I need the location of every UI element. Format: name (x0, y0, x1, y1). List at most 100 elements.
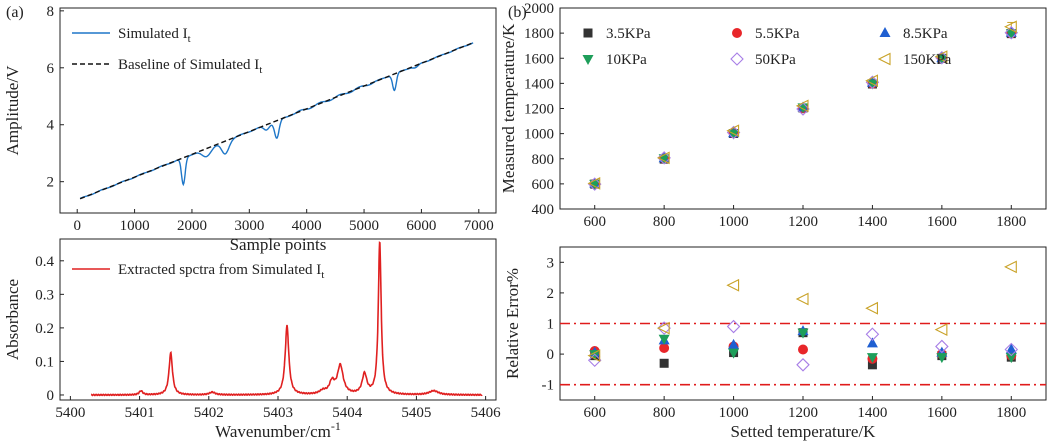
y-tick-label: 0 (547, 347, 555, 363)
point-10KPa (1005, 29, 1017, 40)
baseline-line (79, 42, 474, 200)
point-150KPa (1004, 260, 1017, 274)
y-tick-label: 8 (47, 4, 55, 20)
x-tick-label: 5404 (332, 405, 363, 421)
y-tick-label: 1 (547, 317, 555, 333)
point-150KPa (587, 349, 601, 363)
point-3.5KPa (867, 360, 877, 370)
y-tick-label: 0.4 (35, 254, 54, 270)
x-tick-label: 1000 (719, 214, 749, 230)
x-tick-label: 6000 (406, 218, 436, 234)
signal-chart: 0 1000 2000 3000 4000 5000 6000 7000 2 4 6 8 Amplitu… (3, 4, 497, 254)
legend-label-150KPa: 150KPa (903, 52, 952, 68)
point-150KPa (865, 301, 878, 315)
y-tick-label: 0.3 (35, 287, 54, 303)
point-8.5KPa (728, 338, 740, 349)
y-tick-label: 2 (547, 286, 555, 302)
y-tick-label: 2 (47, 175, 55, 191)
point-10KPa (797, 328, 809, 339)
y-tick-label: 800 (532, 152, 555, 168)
x-tick-label: 2000 (177, 218, 207, 234)
point-10KPa (936, 353, 948, 364)
y-tick-label: 0.2 (35, 321, 54, 337)
x-tick-label: 800 (653, 405, 676, 421)
legend-label-50KPa: 50KPa (755, 52, 796, 68)
point-10KPa (866, 353, 878, 364)
y-tick-label: 0 (47, 388, 55, 404)
y-tick-label: 6 (47, 61, 55, 77)
x-tick-label: 1000 (719, 405, 749, 421)
point-150KPa (795, 292, 809, 306)
point-50KPa (1004, 25, 1019, 40)
x-tick-label: 5405 (401, 405, 431, 421)
y-axis-label: Measured temperature/K (499, 23, 518, 193)
legend-label-8.5KPa: 8.5KPa (903, 26, 948, 42)
legend-label-3.5KPa: 3.5KPa (606, 26, 651, 42)
point-50KPa (726, 319, 741, 334)
point-150KPa (934, 50, 948, 64)
point-150KPa (726, 278, 740, 292)
legend-simulated-label: Simulated It (118, 26, 191, 45)
point-10KPa (728, 348, 740, 359)
point-10KPa (589, 350, 601, 361)
point-50KPa (657, 321, 671, 335)
legend-marker-10KPa (582, 55, 594, 65)
point-10KPa (589, 179, 601, 190)
point-50KPa (796, 358, 810, 372)
relative-error-chart: 600 800 1000 1200 1400 1600 1800 -1 0 1 2 3 Relative… (503, 246, 1047, 441)
x-tick-label: 0 (73, 218, 81, 234)
absorbance-line (90, 241, 483, 397)
x-tick-label: 600 (583, 214, 606, 230)
x-tick-label: 1600 (927, 405, 957, 421)
point-150KPa (587, 176, 601, 190)
x-tick-label: 1200 (788, 405, 818, 421)
point-150KPa (726, 124, 740, 138)
x-tick-label: 5403 (263, 405, 293, 421)
legend-baseline-label: Baseline of Simulated It (118, 57, 262, 76)
y-axis-label: Amplitude/V (3, 65, 22, 155)
x-axis-label: Wavenumber/cm-1 (215, 419, 341, 441)
x-tick-label: 7000 (464, 218, 494, 234)
y-tick-label: 1200 (524, 102, 554, 118)
y-tick-label: 3 (547, 255, 555, 271)
y-tick-label: 600 (532, 177, 555, 193)
point-50KPa (587, 353, 602, 367)
x-tick-label: 800 (653, 214, 676, 230)
point-50KPa (657, 151, 671, 165)
legend-extracted-label: Extracted spctra from Simulated It (118, 262, 324, 281)
x-tick-label: 3000 (234, 218, 264, 234)
legend-marker-150KPa (877, 52, 891, 66)
point-50KPa (1004, 342, 1019, 357)
plot-frame (59, 7, 497, 214)
x-tick-label: 5402 (194, 405, 224, 421)
y-tick-label: -1 (542, 378, 555, 394)
x-tick-label: 4000 (292, 218, 322, 234)
x-tick-label: 1800 (996, 405, 1026, 421)
x-axis-label: Sample points (230, 235, 327, 254)
legend-label-10KPa: 10KPa (606, 52, 647, 68)
y-tick-label: 1400 (524, 76, 554, 92)
point-3.5KPa (659, 358, 669, 368)
point-10KPa (658, 334, 670, 345)
point-5.5KPa (798, 344, 808, 355)
point-150KPa (656, 321, 670, 335)
y-tick-label: 2000 (524, 1, 554, 17)
point-150KPa (1004, 20, 1017, 34)
x-tick-label: 1800 (996, 214, 1026, 230)
x-tick-label: 5400 (55, 405, 85, 421)
x-tick-label: 1000 (120, 218, 150, 234)
legend-label-5.5KPa: 5.5KPa (755, 26, 800, 42)
point-50KPa (935, 339, 949, 354)
y-axis-label: Relative Error% (503, 268, 522, 379)
x-tick-label: 1400 (857, 405, 887, 421)
measured-temperature-chart: 600 800 1000 1200 1400 1600 1800 400 600 800 1000 1… (499, 1, 1047, 230)
legend-marker-8.5KPa (879, 27, 891, 37)
point-50KPa (865, 327, 880, 341)
x-tick-label: 5000 (349, 218, 379, 234)
y-axis-label: Absorbance (3, 279, 22, 360)
y-tick-label: 4 (47, 118, 55, 134)
point-150KPa (656, 151, 670, 165)
y-tick-label: 0.1 (35, 354, 54, 370)
point-8.5KPa (1005, 343, 1017, 354)
